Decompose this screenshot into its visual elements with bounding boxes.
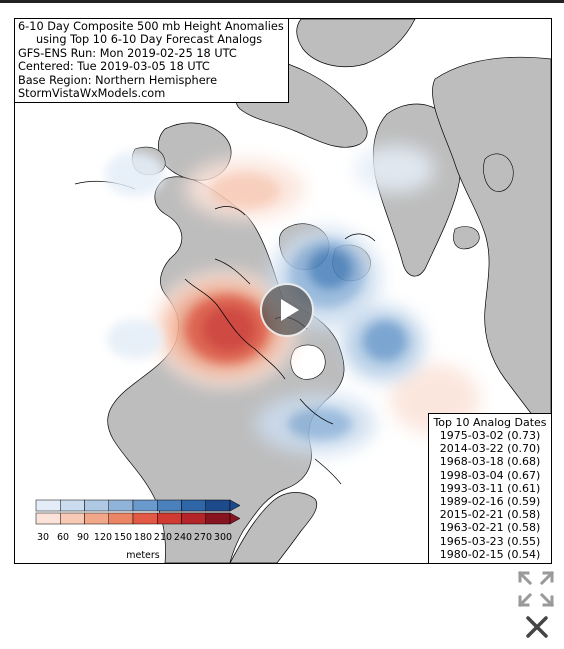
title-line-5: Base Region: Northern Hemisphere (18, 73, 218, 87)
water-hudson-bay (290, 344, 326, 380)
land-asia-far (296, 19, 416, 68)
colorbar-tick-label: 90 (77, 532, 89, 543)
close-x-icon (526, 616, 548, 638)
colorbar-tick-label: 150 (114, 532, 132, 543)
colorbar-tick-label: 180 (134, 532, 152, 543)
title-line-6: StormVistaWxModels.com (18, 87, 166, 101)
analog-date-10: 1980-02-15 (0.54) (439, 547, 541, 561)
analog-date-3: 1968-03-18 (0.68) (439, 455, 541, 469)
title-line-4: Centered: Tue 2019-03-05 18 UTC (18, 60, 210, 74)
colorbar-negative-swatch-6 (157, 499, 182, 512)
colorbar-negative-swatch-7 (181, 499, 206, 512)
colorbar-negative-swatch-5 (132, 499, 158, 512)
colorbar-tick-label: 120 (94, 532, 112, 543)
play-icon (281, 299, 299, 321)
expand-button[interactable] (514, 567, 558, 611)
colorbar-positive-swatch-2 (60, 512, 85, 525)
colorbar-positive-swatch-7 (181, 512, 206, 525)
colorbar-tick-label: 240 (174, 532, 192, 543)
colorbar-legend: 30 60 90 120 150 180 210 240 270 300 meters (35, 499, 241, 560)
colorbar-tick-label: 30 (37, 532, 49, 543)
land-masses (74, 19, 551, 563)
colorbar-positive-row (35, 512, 241, 525)
colorbar-negative-swatch-4 (108, 499, 134, 512)
colorbar-negative-swatch-8 (205, 499, 231, 512)
colorbar-negative-swatch-1 (35, 499, 61, 512)
colorbar-ticks: 30 60 90 120 150 180 210 240 270 300 (37, 532, 232, 543)
land-iceland (453, 226, 480, 250)
colorbar-positive-extend-arrow (229, 512, 241, 525)
colorbar-negative-extend-arrow (229, 499, 241, 512)
title-line-2: using Top 10 6-10 Day Forecast Analogs (36, 33, 263, 47)
analog-date-5: 1993-03-11 (0.61) (439, 481, 541, 495)
analog-date-1: 1975-03-02 (0.73) (439, 428, 541, 442)
title-line-1: 6-10 Day Composite 500 mb Height Anomali… (18, 20, 284, 33)
analog-date-7: 2015-02-21 (0.58) (439, 508, 541, 522)
analog-date-6: 1989-02-16 (0.59) (439, 494, 541, 508)
colorbar-negative-row (35, 499, 241, 512)
analog-dates-box: Top 10 Analog Dates 1975-03-02 (0.73) 20… (428, 412, 551, 563)
analog-date-9: 1965-03-23 (0.55) (439, 534, 541, 548)
anomaly-map: 6-10 Day Composite 500 mb Height Anomali… (14, 18, 552, 564)
land-eurasia (432, 56, 551, 440)
analog-date-2: 2014-03-22 (0.70) (439, 442, 541, 456)
expand-arrows-icon (517, 570, 555, 608)
analog-date-8: 1963-02-21 (0.58) (439, 521, 541, 535)
colorbar-tick-label: 270 (194, 532, 212, 543)
colorbar-negative-swatch-2 (60, 499, 85, 512)
analog-dates-heading: Top 10 Analog Dates (433, 415, 547, 429)
map-canvas (74, 19, 551, 563)
land-central-america (229, 492, 318, 563)
colorbar-unit: meters (126, 550, 160, 560)
colorbar-positive-swatch-8 (205, 512, 231, 525)
colorbar-positive-swatch-6 (157, 512, 182, 525)
colorbar-tick-label: 300 (214, 532, 232, 543)
colorbar-positive-swatch-3 (84, 512, 109, 525)
colorbar-positive-swatch-4 (108, 512, 134, 525)
map-title-block: 6-10 Day Composite 500 mb Height Anomali… (15, 19, 289, 104)
close-button[interactable] (524, 614, 550, 640)
colorbar-positive-swatch-1 (35, 512, 61, 525)
colorbar-tick-label: 60 (57, 532, 69, 543)
analog-date-4: 1998-03-04 (0.67) (439, 468, 541, 482)
title-line-3: GFS-ENS Run: Mon 2019-02-25 18 UTC (18, 46, 237, 60)
top-divider (0, 0, 564, 3)
colorbar-positive-swatch-5 (132, 512, 158, 525)
colorbar-negative-swatch-3 (84, 499, 109, 512)
colorbar-tick-label: 210 (154, 532, 172, 543)
play-button[interactable] (260, 283, 314, 337)
